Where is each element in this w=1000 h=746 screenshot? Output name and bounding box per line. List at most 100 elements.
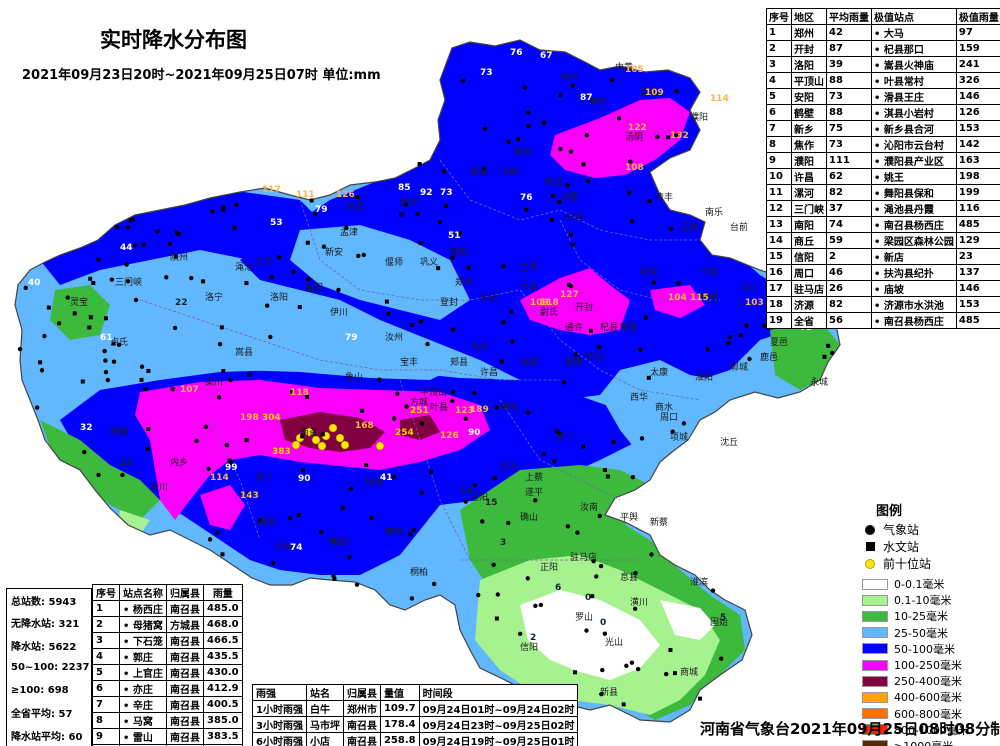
weather-station-marker xyxy=(124,262,129,267)
weather-station-marker xyxy=(306,276,311,282)
weather-station-marker xyxy=(132,243,138,248)
county-label: 平舆 xyxy=(620,511,638,523)
zone-10-25-west-sanmen xyxy=(50,285,110,340)
county-label: 郸城 xyxy=(730,361,748,373)
table-cell: 46 xyxy=(826,264,872,281)
hydrological-station-marker xyxy=(581,444,586,449)
rain-value-label: 118 xyxy=(540,298,559,308)
rain-value-label: 73 xyxy=(440,188,453,198)
rain-value-label: 85 xyxy=(398,183,411,193)
county-label: 杞县 xyxy=(600,321,618,333)
hydrological-station-marker xyxy=(309,198,314,203)
legend-bin-label: 600-800毫米 xyxy=(894,707,962,721)
county-label: 洛阳 xyxy=(270,291,288,303)
hydrological-station-marker xyxy=(738,333,743,338)
table-cell: 109.7 xyxy=(379,700,420,717)
table-cell: • 大马 xyxy=(871,24,957,41)
hydrological-station-marker xyxy=(80,379,85,384)
weather-station-marker xyxy=(221,205,226,210)
legend-bin-label: 25-50毫米 xyxy=(894,626,948,640)
table-cell: 南阳 xyxy=(791,216,827,233)
table-cell: 146 xyxy=(955,88,1000,105)
table-cell: 6小时雨强 xyxy=(252,732,307,746)
stat-line: 全省平均: 57 xyxy=(11,709,73,721)
hydrological-station-marker xyxy=(590,594,595,599)
weather-station-marker xyxy=(128,217,133,223)
top-station-marker xyxy=(340,440,350,450)
weather-station-marker xyxy=(506,139,511,144)
weather-station-marker xyxy=(369,515,374,521)
county-label: 滑县 xyxy=(560,192,578,203)
table-cell: 383.5 xyxy=(203,728,243,745)
weather-station-marker xyxy=(538,602,544,608)
county-label: 内黄 xyxy=(615,61,633,73)
county-label: 通许 xyxy=(565,321,583,333)
county-label: 郏县 xyxy=(450,356,468,368)
top-station-marker xyxy=(311,435,321,445)
weather-station-marker xyxy=(257,518,262,523)
weather-station-marker xyxy=(111,359,117,364)
table-cell: • 辛庄 xyxy=(119,696,167,713)
table-cell: 5 xyxy=(766,88,792,105)
table-row: 18 济源 82 • 济源市水洪池 153 xyxy=(766,296,1000,313)
county-label: 睢县 xyxy=(620,321,638,333)
weather-station-marker xyxy=(591,559,596,564)
weather-station-marker xyxy=(558,146,563,152)
county-label: 宁陵 xyxy=(700,266,718,278)
weather-station-marker xyxy=(356,253,361,259)
table-cell: • 沁阳市云台村 xyxy=(871,136,957,153)
hydrological-station-marker xyxy=(220,552,225,557)
hydrological-station-marker xyxy=(201,279,206,284)
hydrological-station-marker xyxy=(573,670,578,675)
county-label: 鄢陵 xyxy=(565,357,583,368)
legend-symbol-row: 气象站 xyxy=(862,521,996,538)
weather-station-marker xyxy=(133,297,139,303)
weather-station-marker xyxy=(450,398,455,404)
hydrological-station-marker xyxy=(409,322,414,327)
county-label: 偃师 xyxy=(385,256,403,268)
producer-credit: 河南省气象台2021年09月25日08时08分制作 xyxy=(700,720,1000,738)
county-label: 舞阳 xyxy=(500,402,518,413)
county-label: 三门峡 xyxy=(115,276,142,288)
weather-station-marker xyxy=(268,334,273,340)
rain-value-label: 44 xyxy=(120,243,133,253)
legend-swatch xyxy=(862,627,888,639)
table-cell: 4 xyxy=(92,648,120,665)
table-cell: • 舞阳县保和 xyxy=(871,184,957,201)
table-cell: 18 xyxy=(766,296,792,313)
weather-station-marker xyxy=(533,603,538,608)
table-cell: 郑州 xyxy=(791,24,827,41)
weather-station-marker xyxy=(270,560,276,566)
table-cell: • 雷山 xyxy=(119,728,167,745)
weather-station-marker xyxy=(668,226,674,232)
weather-station-marker xyxy=(600,667,605,673)
weather-station-marker xyxy=(139,364,145,369)
table-cell: 116 xyxy=(955,200,1000,217)
top-station-marker xyxy=(291,440,301,450)
hydrological-station-marker xyxy=(526,110,531,115)
county-label: 周口 xyxy=(660,412,678,423)
table-cell: 9 xyxy=(766,152,792,169)
weather-station-marker xyxy=(291,269,296,274)
weather-station-marker xyxy=(491,562,496,567)
table-cell: • 嵩县火神庙 xyxy=(871,56,957,73)
hydrological-station-marker xyxy=(88,276,93,281)
hydrological-station-marker xyxy=(568,232,573,237)
hydrological-station-marker xyxy=(697,696,702,701)
hydrological-station-marker xyxy=(408,532,413,537)
county-label: 泌阳 xyxy=(470,491,488,503)
weather-station-marker xyxy=(116,342,122,348)
weather-station-marker xyxy=(525,410,531,415)
hydrological-station-marker xyxy=(673,133,678,138)
county-label: 新蔡 xyxy=(650,516,668,528)
weather-station-marker xyxy=(102,348,107,354)
rain-value-label: 99 xyxy=(225,463,238,473)
legend-swatch xyxy=(862,659,888,671)
rain-value-label: 103 xyxy=(745,298,764,308)
hydrological-station-marker xyxy=(602,467,607,472)
table-cell: • 淇县小岩村 xyxy=(871,104,957,121)
rain-value-label: 76 xyxy=(520,193,533,203)
table-cell: 13 xyxy=(766,216,792,233)
weather-station-marker xyxy=(411,527,416,533)
table-cell: • 新店 xyxy=(871,248,957,265)
